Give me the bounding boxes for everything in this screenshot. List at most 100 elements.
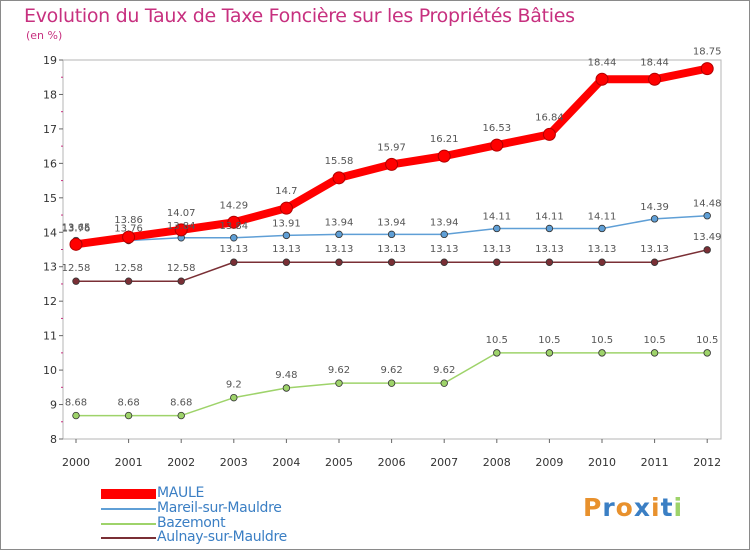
x-tick-label: 2001 bbox=[115, 456, 143, 469]
x-tick-label: 2011 bbox=[641, 456, 669, 469]
data-label: 15.58 bbox=[325, 156, 354, 167]
x-tick-label: 2012 bbox=[693, 456, 721, 469]
data-label: 10.5 bbox=[643, 335, 665, 346]
data-label: 13.84 bbox=[219, 221, 248, 232]
proxiti-logo: Proxiti bbox=[583, 493, 683, 522]
data-point bbox=[174, 223, 188, 237]
x-tick-label: 2005 bbox=[325, 456, 353, 469]
data-point bbox=[282, 258, 291, 266]
data-point bbox=[230, 234, 238, 242]
legend-label-bazemont: Bazemont bbox=[157, 515, 226, 531]
x-tick-label: 2002 bbox=[167, 456, 195, 469]
data-point bbox=[700, 62, 714, 76]
legend-label-maule: MAULE bbox=[157, 485, 205, 501]
data-point bbox=[595, 72, 609, 86]
data-label: 13.13 bbox=[272, 244, 301, 255]
data-point bbox=[282, 231, 291, 240]
legend-swatch-maule bbox=[101, 489, 156, 499]
data-label: 13.65 bbox=[62, 222, 91, 233]
data-point bbox=[545, 349, 554, 357]
data-point bbox=[335, 258, 343, 266]
data-point bbox=[177, 411, 185, 420]
y-tick-label: 11 bbox=[43, 330, 57, 343]
data-label: 10.5 bbox=[486, 335, 508, 346]
data-label: 14.11 bbox=[588, 211, 617, 222]
y-tick-label: 13 bbox=[43, 261, 57, 274]
data-label: 13.49 bbox=[693, 232, 722, 243]
data-label: 18.44 bbox=[588, 57, 617, 68]
x-tick-label: 2007 bbox=[430, 456, 458, 469]
data-point bbox=[545, 258, 554, 266]
legend-swatch-aulnay bbox=[101, 537, 156, 539]
data-label: 13.94 bbox=[325, 217, 354, 228]
logo-letter: t bbox=[660, 493, 674, 522]
data-point bbox=[650, 215, 659, 223]
data-point bbox=[332, 171, 346, 185]
data-label: 9.62 bbox=[380, 365, 402, 376]
data-label: 18.44 bbox=[640, 57, 669, 68]
data-label: 9.62 bbox=[328, 365, 350, 376]
data-label: 12.58 bbox=[167, 263, 196, 274]
data-label: 16.84 bbox=[535, 112, 564, 123]
data-label: 8.68 bbox=[117, 398, 139, 409]
data-label: 15.97 bbox=[377, 142, 406, 153]
data-label: 14.29 bbox=[219, 200, 248, 211]
x-tick-label: 2008 bbox=[483, 456, 511, 469]
y-tick-label: 8 bbox=[50, 433, 57, 446]
data-point bbox=[493, 224, 501, 233]
y-tick-label: 17 bbox=[43, 123, 57, 136]
data-point bbox=[493, 349, 501, 357]
data-label: 13.13 bbox=[430, 244, 459, 255]
data-label: 14.11 bbox=[535, 211, 564, 222]
y-tick-label: 14 bbox=[43, 226, 57, 239]
data-label: 13.94 bbox=[430, 217, 459, 228]
x-tick-label: 2004 bbox=[272, 456, 300, 469]
data-point bbox=[440, 379, 448, 387]
legend-label-aulnay: Aulnay-sur-Mauldre bbox=[157, 529, 287, 545]
data-label: 13.94 bbox=[377, 217, 406, 228]
data-label: 16.21 bbox=[430, 134, 459, 145]
data-label: 14.07 bbox=[167, 208, 196, 219]
data-label: 13.13 bbox=[640, 244, 669, 255]
y-tick-label: 12 bbox=[43, 295, 57, 308]
data-label: 8.68 bbox=[65, 398, 87, 409]
logo-letter: r bbox=[602, 493, 616, 522]
data-label: 13.13 bbox=[588, 244, 617, 255]
data-label: 13.13 bbox=[377, 244, 406, 255]
data-point bbox=[282, 384, 291, 392]
data-point bbox=[650, 258, 659, 266]
x-tick-label: 2006 bbox=[378, 456, 406, 469]
data-point bbox=[124, 411, 133, 420]
data-label: 13.13 bbox=[535, 244, 564, 255]
data-label: 9.48 bbox=[275, 370, 297, 381]
legend-swatch-mareil bbox=[101, 508, 156, 510]
data-point bbox=[177, 277, 185, 285]
data-point bbox=[72, 411, 80, 420]
data-label: 13.86 bbox=[114, 215, 143, 226]
x-tick-label: 2000 bbox=[62, 456, 90, 469]
y-axis-unit-label: (en %) bbox=[26, 29, 63, 42]
data-label: 13.84 bbox=[167, 221, 196, 232]
data-label: 14.48 bbox=[693, 199, 722, 210]
data-point bbox=[279, 201, 293, 215]
data-point bbox=[545, 224, 554, 233]
logo-letter: o bbox=[615, 493, 634, 522]
data-label: 13.76 bbox=[62, 224, 91, 235]
data-point bbox=[387, 379, 396, 387]
logo-letter: i bbox=[651, 493, 661, 522]
data-point bbox=[230, 258, 238, 266]
data-point bbox=[69, 237, 83, 251]
data-label: 14.7 bbox=[275, 186, 297, 197]
data-point bbox=[440, 258, 448, 266]
y-tick-label: 10 bbox=[43, 364, 57, 377]
y-tick-label: 9 bbox=[50, 399, 57, 412]
data-label: 13.13 bbox=[482, 244, 511, 255]
data-point bbox=[335, 379, 343, 387]
data-label: 18.75 bbox=[693, 47, 722, 58]
data-label: 13.76 bbox=[114, 224, 143, 235]
legend-swatch-bazemont bbox=[101, 523, 156, 525]
data-point bbox=[703, 349, 711, 357]
legend-label-mareil: Mareil-sur-Mauldre bbox=[157, 500, 282, 516]
data-label: 10.5 bbox=[538, 335, 560, 346]
